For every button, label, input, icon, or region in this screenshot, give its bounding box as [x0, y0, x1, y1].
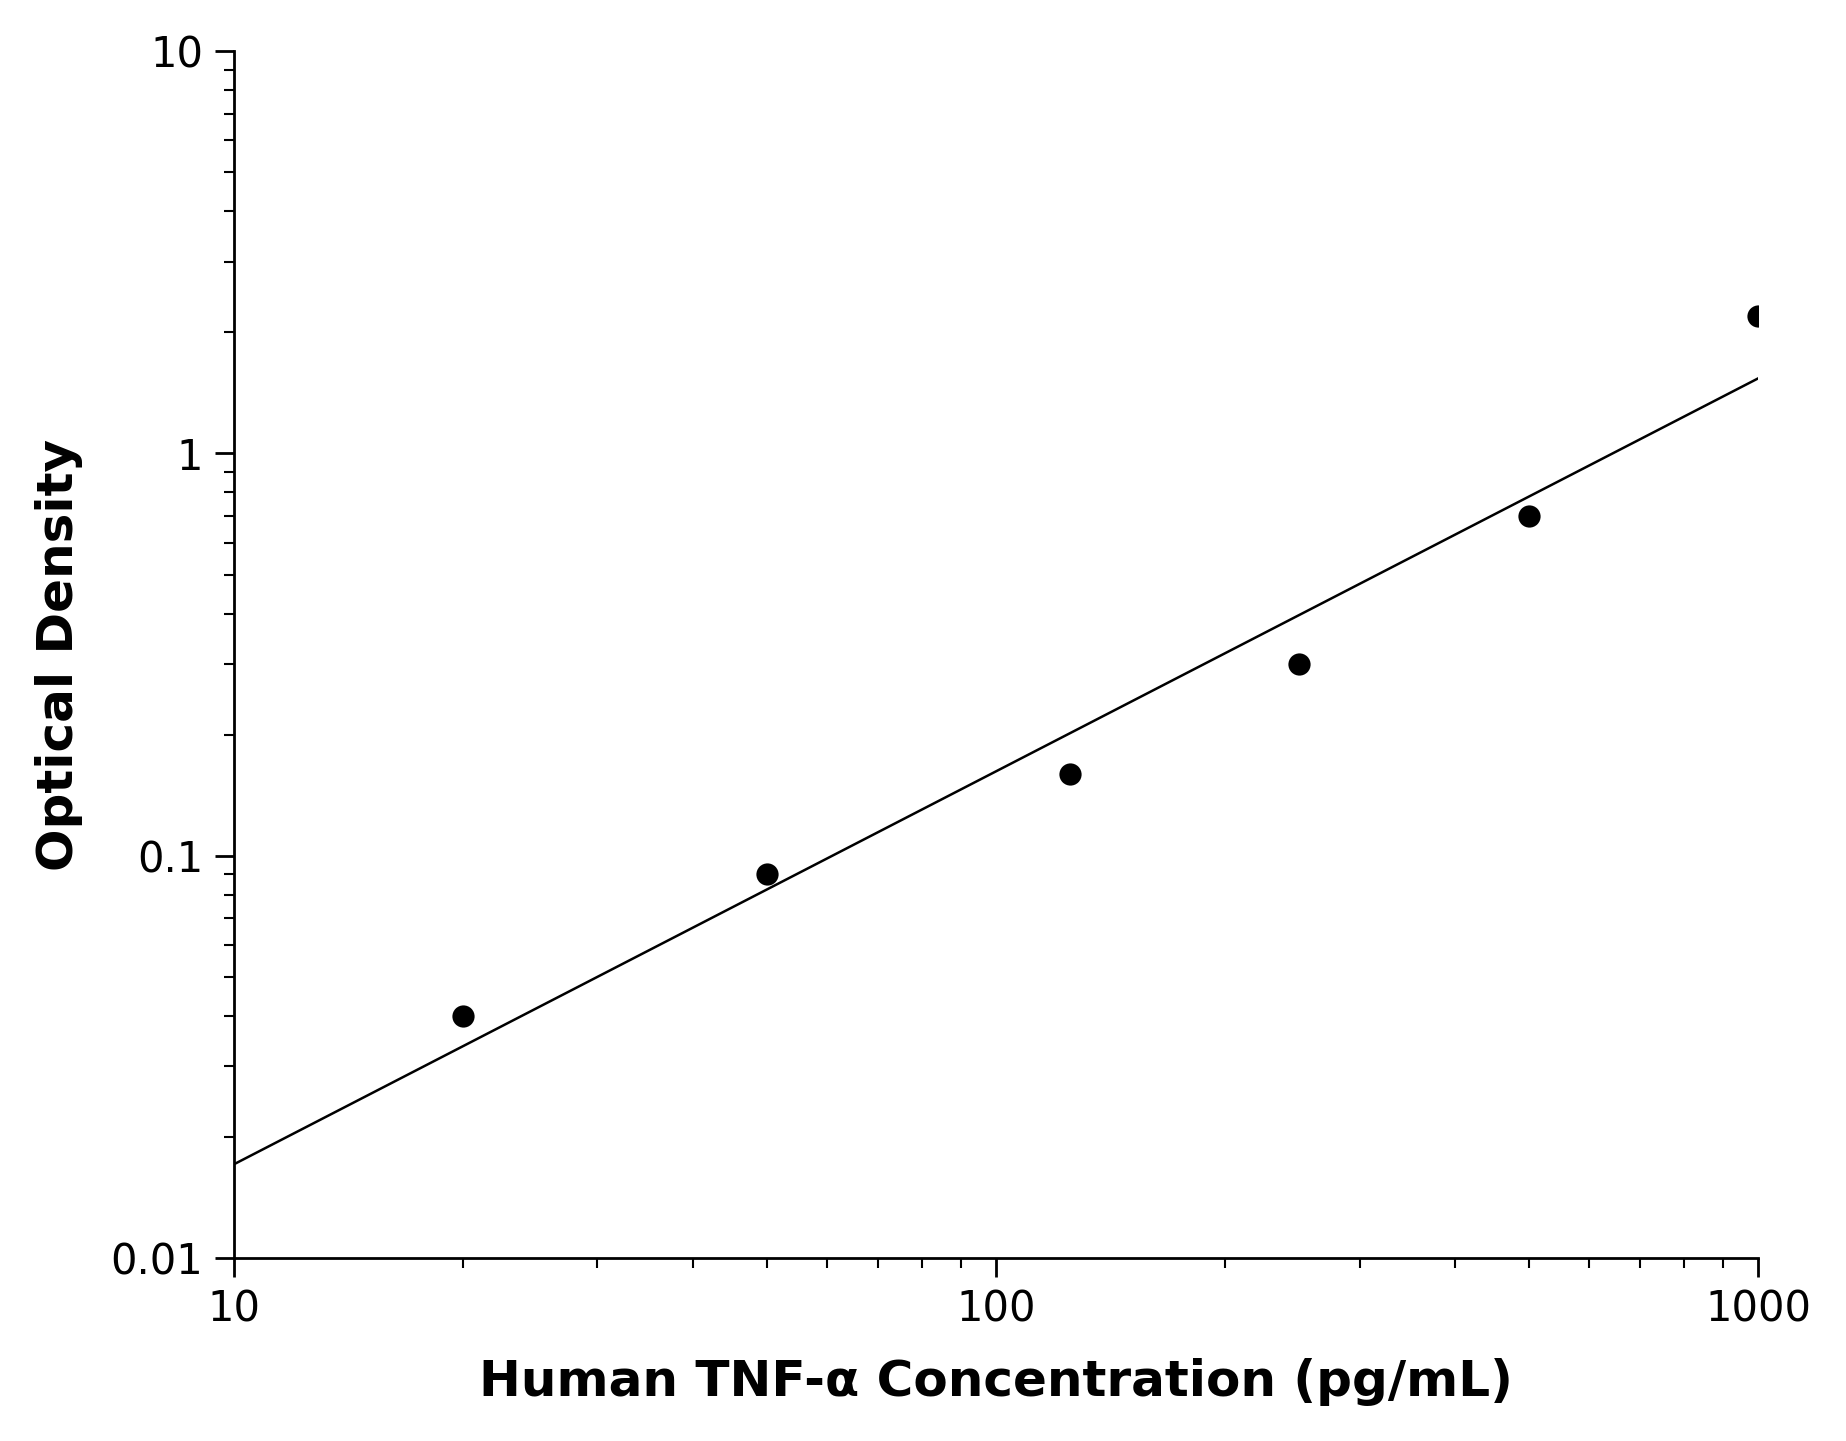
- Y-axis label: Optical Density: Optical Density: [35, 438, 83, 870]
- X-axis label: Human TNF-α Concentration (pg/mL): Human TNF-α Concentration (pg/mL): [480, 1359, 1514, 1406]
